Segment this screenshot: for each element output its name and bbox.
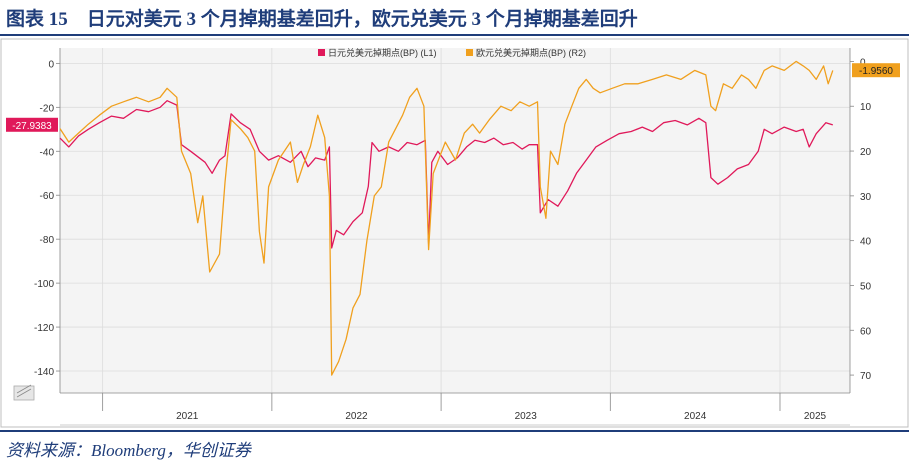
eur-last-value-bg — [852, 63, 900, 78]
axis-break-icon — [13, 384, 35, 401]
x-tick-label: 2024 — [684, 411, 707, 422]
left-tick-label: -40 — [40, 147, 55, 158]
left-axis: 0 -20 -40 -60 -80 -100 -120 -140 — [34, 48, 61, 393]
right-tick-label: 60 — [860, 326, 872, 337]
x-tick-label: 2025 — [804, 411, 827, 422]
left-tick-label: -80 — [40, 235, 55, 246]
left-tick-label: -60 — [40, 191, 55, 202]
eur-last-value: -1.9560 — [859, 66, 893, 77]
left-tick-label: -140 — [34, 367, 54, 378]
right-tick-label: 30 — [860, 192, 872, 203]
series-line-eur — [59, 60, 834, 376]
footer-rule — [0, 430, 909, 432]
plot-area — [60, 48, 850, 393]
x-tick-label: 2023 — [515, 411, 538, 422]
jpy-last-value-bg — [6, 117, 58, 132]
right-tick-label: 50 — [860, 281, 872, 292]
right-tick-label: 20 — [860, 147, 872, 158]
right-axis: 0 10 20 30 40 50 60 70 — [849, 48, 872, 393]
chart-container: 0 -20 -40 -60 -80 -100 -120 -140 0 10 20 30 40 50 60 7… — [0, 38, 909, 428]
legend-label-jpy: 日元兑美元掉期点(BP) (L1) — [328, 47, 437, 58]
x-tick-label: 2021 — [176, 411, 199, 422]
figure-title: 图表 15 日元对美元 3 个月掉期基差回升，欧元兑美元 3 个月掉期基差回升 — [6, 9, 638, 30]
left-tick-label: -20 — [40, 103, 55, 114]
x-axis: 2021 2022 2023 2024 2025 — [60, 392, 850, 426]
legend-swatch-jpy — [318, 49, 325, 56]
right-tick-label: 40 — [860, 237, 872, 248]
x-tick-label: 2022 — [345, 411, 368, 422]
legend: 日元兑美元掉期点(BP) (L1) 欧元兑美元掉期点(BP) (R2) — [318, 47, 586, 58]
right-tick-label: 10 — [860, 102, 872, 113]
left-tick-label: 0 — [48, 59, 54, 70]
legend-label-eur: 欧元兑美元掉期点(BP) (R2) — [476, 47, 586, 58]
title-rule — [0, 34, 909, 36]
jpy-last-value: -27.9383 — [12, 121, 52, 132]
source-note: 资料来源：Bloomberg，华创证券 — [6, 441, 251, 460]
legend-swatch-eur — [466, 49, 473, 56]
series-lines — [59, 60, 834, 376]
right-tick-label: 70 — [860, 371, 872, 382]
series-line-jpy — [59, 100, 833, 249]
last-value-labels: -27.9383 -1.9560 — [6, 63, 900, 132]
left-tick-label: -100 — [34, 279, 54, 290]
swap-basis-chart: 0 -20 -40 -60 -80 -100 -120 -140 0 10 20 30 40 50 60 7… — [0, 38, 909, 428]
grid-lines — [60, 48, 850, 393]
left-tick-label: -120 — [34, 323, 54, 334]
right-tick-label: 0 — [860, 57, 866, 68]
